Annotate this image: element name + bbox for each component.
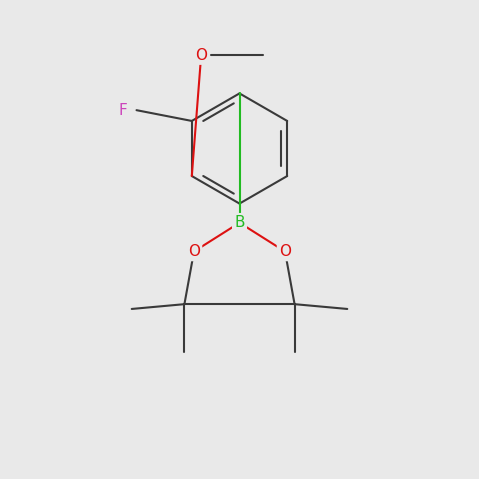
Text: O: O: [195, 47, 207, 63]
Text: O: O: [188, 244, 200, 259]
Text: B: B: [234, 215, 245, 230]
Text: O: O: [279, 244, 291, 259]
Text: F: F: [118, 103, 127, 118]
